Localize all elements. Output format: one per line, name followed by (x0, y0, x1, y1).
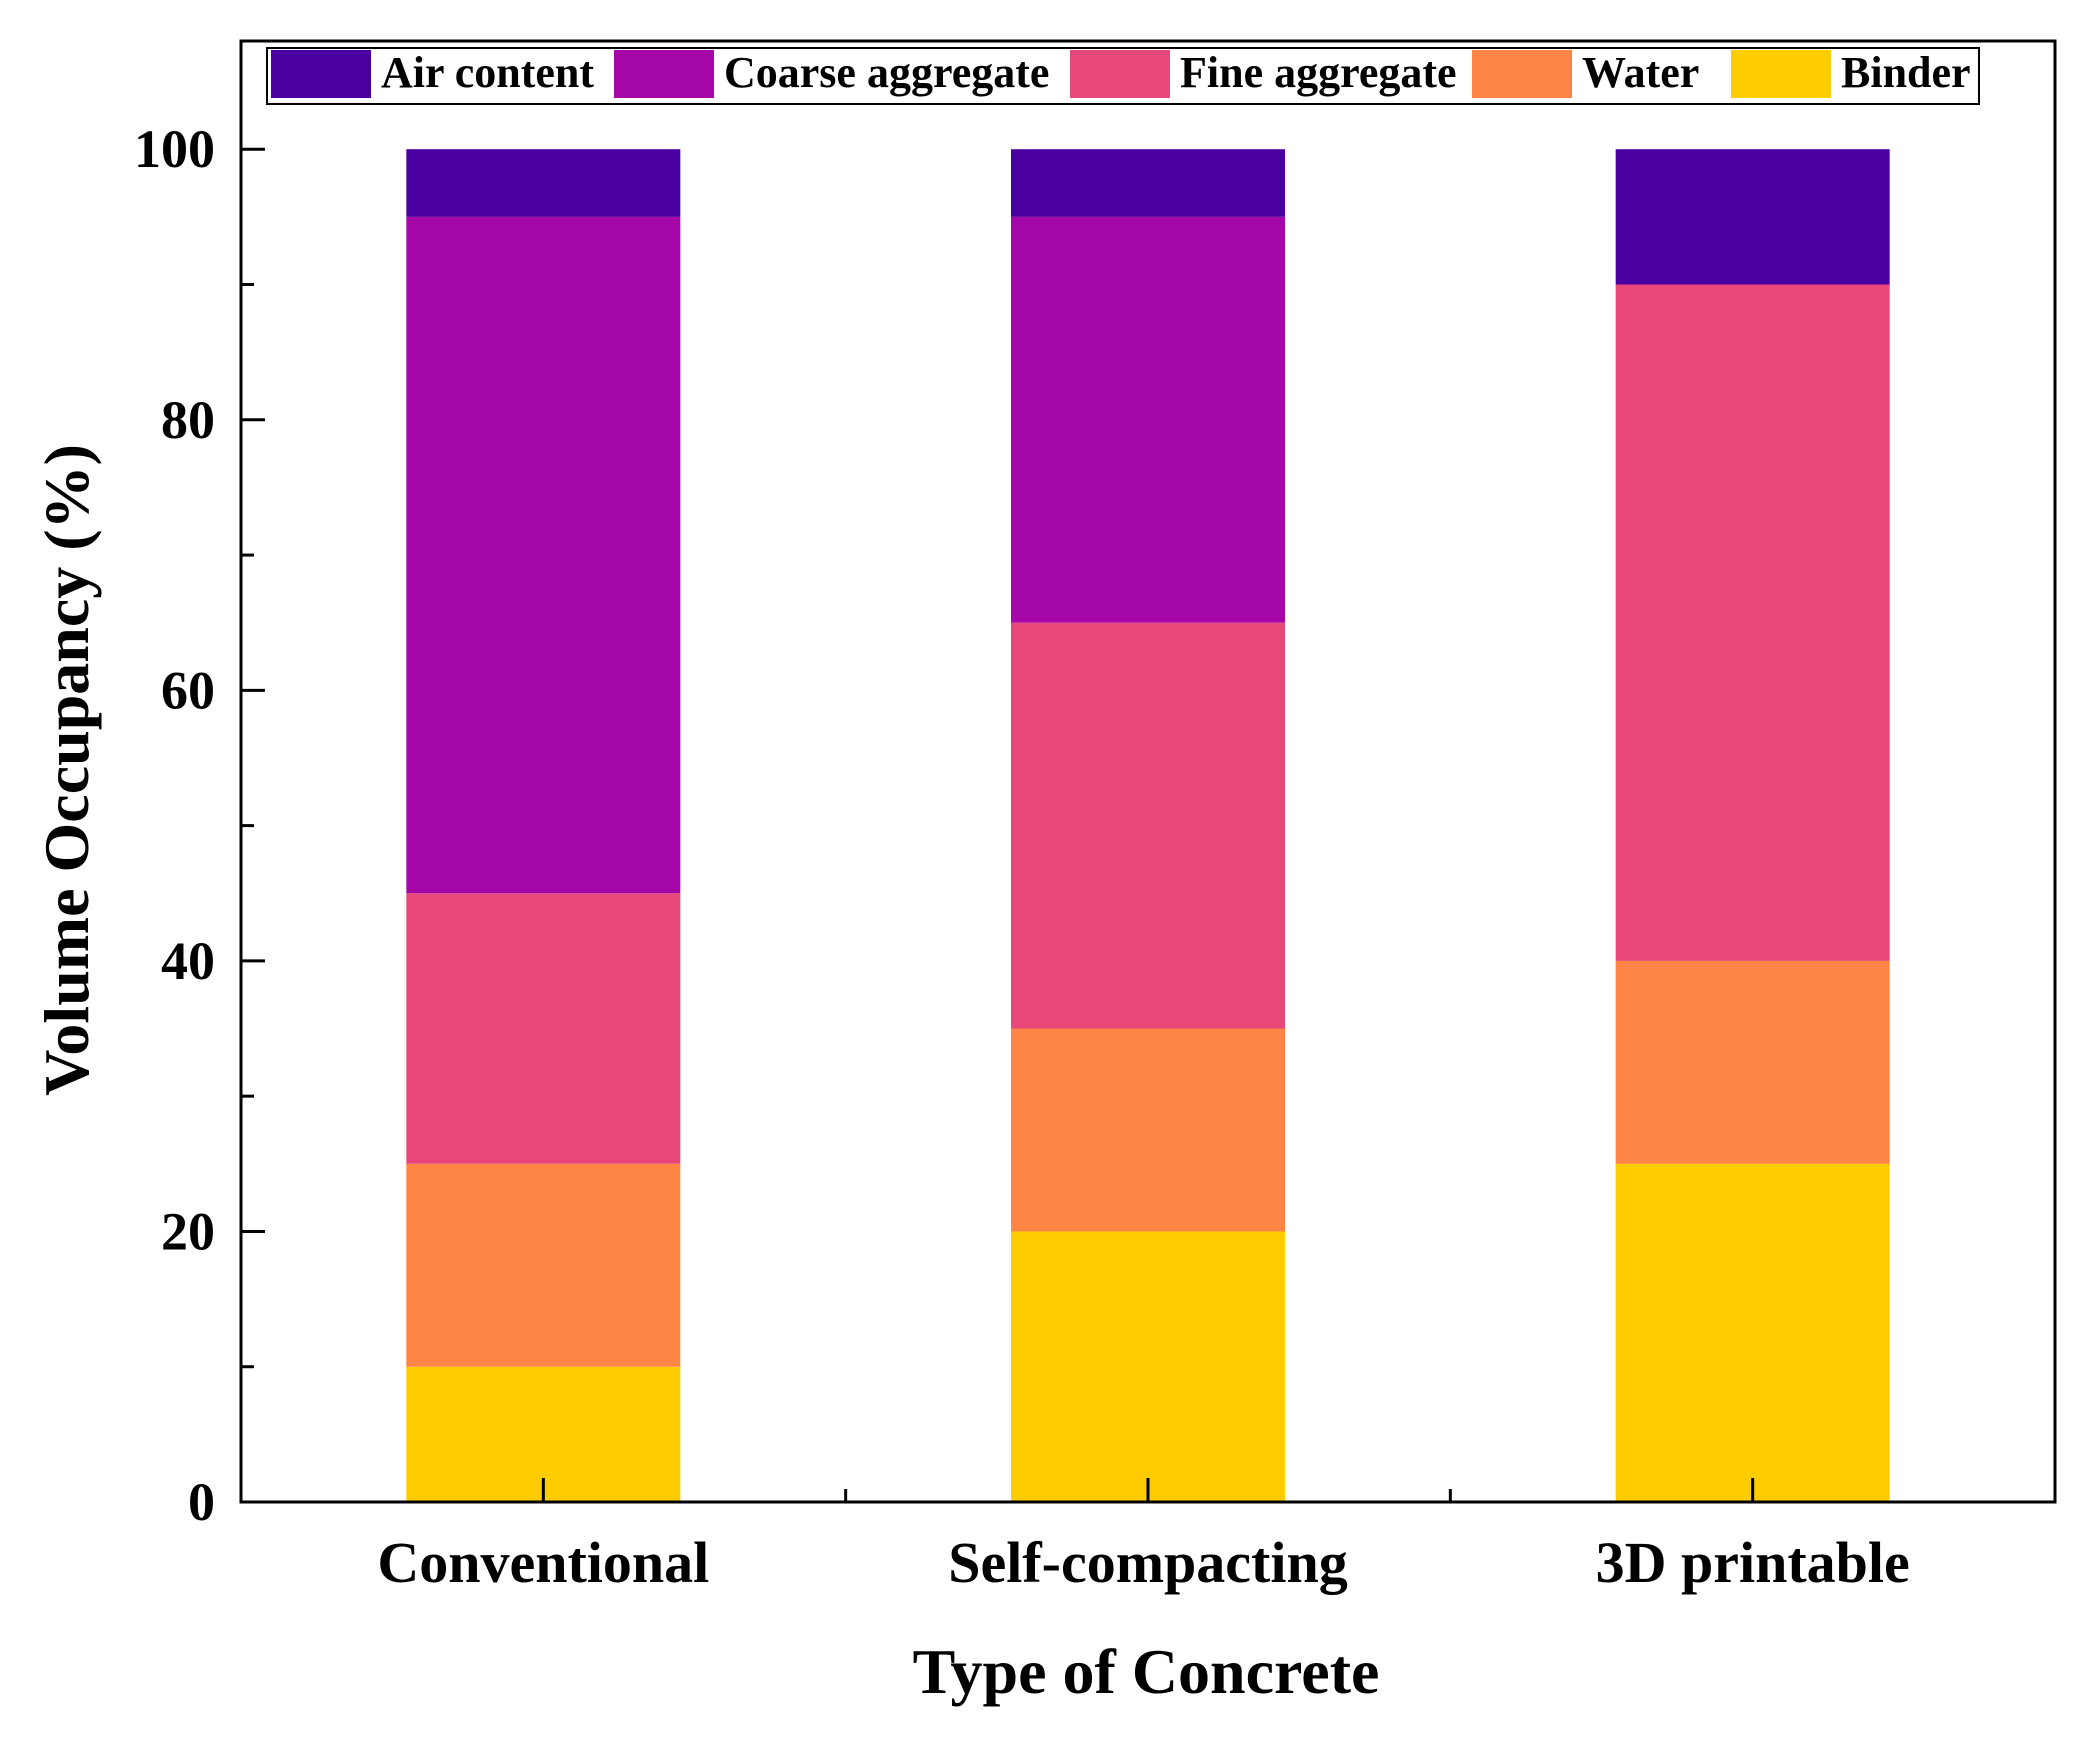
legend-label: Fine aggregate (1180, 48, 1457, 97)
y-tick-label: 0 (188, 1472, 215, 1532)
legend-swatch-fine-aggregate (1070, 50, 1170, 98)
legend-label: Coarse aggregate (724, 48, 1049, 97)
bar-segment-coarse-aggregate-1 (406, 216, 681, 894)
bar-layer (406, 149, 1890, 1502)
bar-segment-binder-2 (1011, 1231, 1285, 1502)
y-tick-label: 40 (161, 931, 215, 991)
y-tick-label: 60 (161, 660, 215, 720)
legend-label: Binder (1841, 48, 1971, 97)
x-tick-label: Self-compacting (948, 1530, 1348, 1595)
bar-segment-water-3 (1615, 960, 1890, 1164)
tick-layer: 0 20 40 60 80 100 Conventional Self-compacting 3… (134, 119, 1910, 1595)
x-axis-title: Type of Concrete (913, 1636, 1380, 1707)
bar-segment-fine-aggregate-3 (1615, 284, 1890, 961)
bar-segment-water-2 (1011, 1028, 1285, 1232)
legend-label: Water (1582, 48, 1699, 97)
bar-segment-air-content-2 (1011, 149, 1285, 217)
y-tick-label: 100 (134, 119, 215, 179)
x-tick-label: 3D printable (1596, 1530, 1910, 1595)
bar-segment-air-content-1 (406, 149, 681, 217)
bar-segment-fine-aggregate-2 (1011, 622, 1285, 1029)
y-tick-label: 20 (161, 1201, 215, 1261)
legend-label: Air content (381, 48, 594, 97)
legend-swatch-water (1472, 50, 1572, 98)
y-axis-title: Volume Occupancy (%) (31, 444, 102, 1096)
legend-swatch-air-content (271, 50, 371, 98)
legend-swatch-binder (1731, 50, 1831, 98)
bar-segment-fine-aggregate-1 (406, 893, 681, 1164)
legend-swatch-coarse-aggregate (614, 50, 714, 98)
label-layer: Type of Concrete Volume Occupancy (%) (31, 444, 1379, 1707)
bar-segment-binder-3 (1615, 1163, 1890, 1502)
bar-segment-water-1 (406, 1163, 681, 1367)
y-tick-label: 80 (161, 390, 215, 450)
x-tick-label: Conventional (377, 1530, 709, 1595)
bar-segment-air-content-3 (1615, 149, 1890, 285)
bar-segment-coarse-aggregate-2 (1011, 216, 1285, 623)
legend: Air content Coarse aggregate Fine aggregat… (266, 47, 1980, 105)
